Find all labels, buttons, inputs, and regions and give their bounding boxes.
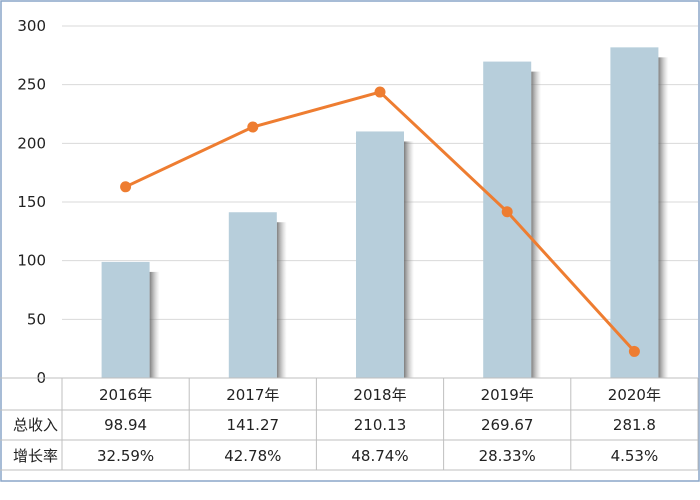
data-label: 4.53% xyxy=(611,447,659,465)
y-tick-label: 250 xyxy=(17,76,46,94)
bar xyxy=(356,131,404,378)
y-tick-label: 200 xyxy=(17,134,46,152)
data-label: 48.74% xyxy=(351,447,408,465)
table-row-label: 总收入 xyxy=(13,416,58,434)
category-label: 2017年 xyxy=(226,386,279,404)
category-label: 2019年 xyxy=(481,386,534,404)
bar-shadow xyxy=(658,57,669,378)
bar-shadow xyxy=(404,141,414,378)
line-series xyxy=(120,86,640,357)
line-point xyxy=(247,121,259,133)
data-label: 269.67 xyxy=(481,416,534,434)
data-label: 141.27 xyxy=(227,416,280,434)
bar-series xyxy=(101,47,669,379)
data-label: 28.33% xyxy=(479,447,536,465)
y-tick-label: 50 xyxy=(27,310,46,328)
table-row-label: 增长率 xyxy=(13,447,58,465)
category-label: 2016年 xyxy=(99,386,152,404)
y-tick-label: 150 xyxy=(17,193,46,211)
bar-shadow xyxy=(276,222,287,378)
line-point xyxy=(501,206,513,218)
line-point xyxy=(120,181,132,193)
bar xyxy=(101,261,150,378)
data-label: 281.8 xyxy=(613,416,656,434)
y-tick-label: 100 xyxy=(17,252,46,270)
y-tick-label: 300 xyxy=(17,17,46,35)
line-point xyxy=(374,86,386,98)
data-label: 98.94 xyxy=(104,416,147,434)
data-label: 32.59% xyxy=(97,447,154,465)
bar xyxy=(483,61,532,379)
line-point xyxy=(628,345,640,357)
data-label: 210.13 xyxy=(354,416,407,434)
category-label: 2018年 xyxy=(353,386,406,404)
bar-shadow xyxy=(149,271,160,378)
chart-border xyxy=(0,0,700,482)
bar xyxy=(610,47,659,378)
category-label: 2020年 xyxy=(608,386,661,404)
bar-shadow xyxy=(531,71,542,379)
data-label: 42.78% xyxy=(224,447,281,465)
bar xyxy=(228,212,277,378)
